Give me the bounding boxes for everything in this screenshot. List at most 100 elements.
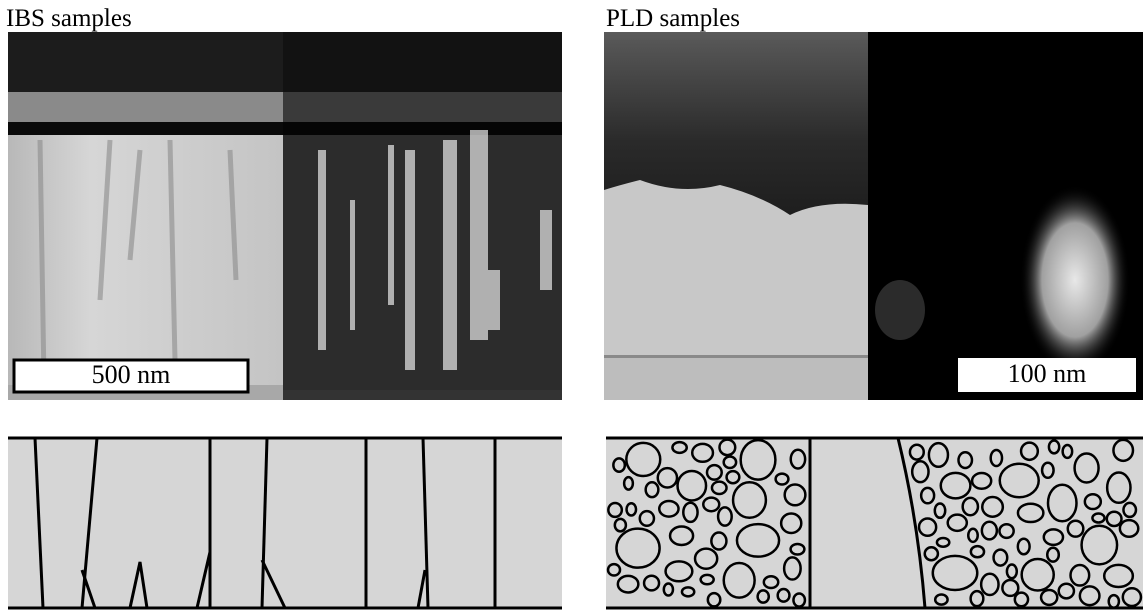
grain [963,498,978,515]
grain [658,468,677,487]
grain [613,458,624,471]
grain [678,471,707,501]
grain [1075,454,1099,483]
grain [666,561,693,581]
grain [624,477,633,489]
grain [1080,586,1100,605]
grain [719,440,735,455]
grain [1107,512,1122,526]
grain [1123,588,1141,606]
grain [958,452,971,468]
grain [1047,548,1059,562]
grain [640,511,654,526]
grain [727,471,740,483]
scale-bar-label: 500 nm [92,360,171,389]
grain [912,461,928,482]
grain [1002,580,1018,596]
grain [972,473,991,489]
grain [981,574,998,595]
grain [1113,440,1133,461]
grain [982,522,997,540]
grain [707,465,722,480]
grain [724,563,755,598]
grain [1021,443,1038,460]
grain [791,544,805,554]
grain [608,503,621,517]
panel-title: PLD samples [606,5,740,32]
grain [1048,485,1077,522]
pld-schematic [606,438,1143,608]
grain [971,546,984,557]
grain [1107,473,1130,503]
grain [784,557,800,579]
ibs-schematic [8,438,562,608]
ibs-tem-image: 500 nm [8,32,562,400]
grain [708,593,720,606]
grain [948,515,967,531]
grain [781,513,801,532]
grain [1123,503,1136,517]
grain [682,587,694,596]
grain [785,485,806,506]
grain [1018,504,1043,522]
grain [1068,521,1084,537]
grain [1071,565,1090,585]
grain [982,497,1003,517]
grain [695,549,717,569]
grain [659,501,678,517]
grain [741,440,776,480]
grain [733,482,766,517]
grain [921,488,934,503]
grain [1049,440,1059,453]
grain [626,443,660,476]
grain [1063,445,1072,458]
grain [937,538,949,547]
grain [1092,514,1104,523]
grain [616,529,659,568]
grain [1022,559,1054,591]
grain [791,450,805,469]
grain [1018,539,1030,554]
grain [1104,565,1133,587]
panel-title: IBS samples [6,5,132,32]
grain [910,445,924,460]
grain [615,519,626,532]
grain [941,473,971,499]
grain [776,474,789,485]
grain [1044,529,1063,545]
grain [968,529,977,542]
grain [703,498,719,512]
grain [1082,526,1118,565]
grain [618,576,638,593]
grain [994,550,1008,566]
page: {"panels": [ {"title": "IBS samples", "s… [0,0,1143,612]
grain [711,533,726,550]
grain [925,547,938,560]
grain [683,503,697,522]
grain [608,564,620,575]
grain [935,503,945,517]
grain [1109,595,1119,608]
figure: IBS samples PLD samples 500 nm [0,0,1143,612]
grain [1015,593,1028,607]
grain [646,482,659,497]
grain [664,583,673,595]
grain [670,527,693,545]
grain [1120,520,1138,537]
grain [971,591,984,606]
grain [712,482,727,494]
grain [1000,464,1039,498]
grain [764,576,778,588]
grain [991,450,1002,466]
grain [737,524,779,557]
grain [929,443,948,467]
grain [758,590,769,602]
grain [919,518,936,535]
grain [672,442,686,453]
grain [1059,584,1074,599]
grain [1085,494,1101,509]
grain [724,457,736,468]
grain [1042,463,1054,478]
grain [778,589,790,602]
grain [999,524,1013,538]
